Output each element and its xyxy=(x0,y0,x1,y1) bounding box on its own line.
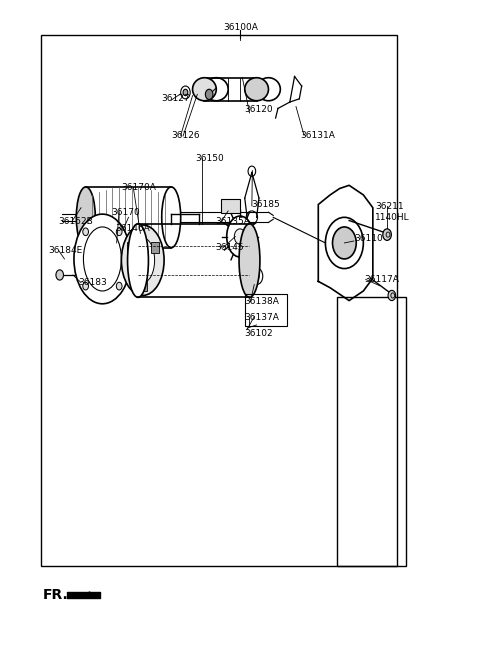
Ellipse shape xyxy=(257,78,280,101)
Text: 36146A: 36146A xyxy=(116,224,150,233)
Ellipse shape xyxy=(227,216,253,257)
Circle shape xyxy=(251,268,263,285)
Bar xyxy=(41,35,396,567)
Ellipse shape xyxy=(162,187,180,248)
Text: FR.: FR. xyxy=(43,589,69,602)
Text: 36170A: 36170A xyxy=(121,183,156,192)
Text: 36145: 36145 xyxy=(215,243,243,252)
Ellipse shape xyxy=(128,224,148,297)
Circle shape xyxy=(333,227,356,259)
Text: 36117A: 36117A xyxy=(364,275,399,284)
Text: 36110: 36110 xyxy=(354,234,383,243)
Circle shape xyxy=(180,86,190,99)
Ellipse shape xyxy=(74,214,131,304)
Circle shape xyxy=(84,205,88,211)
Bar xyxy=(139,281,146,291)
Ellipse shape xyxy=(192,78,216,101)
Text: 36100A: 36100A xyxy=(223,23,258,32)
Ellipse shape xyxy=(239,224,260,297)
Bar xyxy=(221,199,240,213)
Ellipse shape xyxy=(84,227,121,291)
Circle shape xyxy=(80,200,92,215)
Circle shape xyxy=(388,290,396,300)
Ellipse shape xyxy=(76,187,96,248)
Ellipse shape xyxy=(245,78,268,101)
Ellipse shape xyxy=(131,238,155,283)
Text: 36120: 36120 xyxy=(245,105,274,114)
Text: 36183: 36183 xyxy=(79,278,108,287)
Bar xyxy=(151,242,159,253)
Ellipse shape xyxy=(204,78,228,101)
Circle shape xyxy=(205,89,213,99)
Ellipse shape xyxy=(121,225,164,295)
Text: 36184E: 36184E xyxy=(48,246,82,255)
Bar xyxy=(127,242,134,253)
Text: 36131A: 36131A xyxy=(301,131,336,140)
Circle shape xyxy=(325,217,363,269)
Circle shape xyxy=(56,270,63,280)
Circle shape xyxy=(234,229,246,244)
Text: 36135A: 36135A xyxy=(215,217,250,226)
Circle shape xyxy=(183,89,188,96)
Circle shape xyxy=(383,229,391,240)
Text: 36150: 36150 xyxy=(195,154,224,163)
Circle shape xyxy=(83,282,88,290)
Bar xyxy=(337,297,406,567)
Text: 36138A: 36138A xyxy=(245,297,280,306)
Text: 36126: 36126 xyxy=(171,131,200,140)
Circle shape xyxy=(116,228,122,236)
Text: 36137A: 36137A xyxy=(245,313,280,322)
Text: 36152B: 36152B xyxy=(59,217,94,226)
Circle shape xyxy=(116,282,122,290)
Circle shape xyxy=(83,228,88,236)
Bar xyxy=(245,294,288,326)
Text: 36127: 36127 xyxy=(162,94,191,103)
Text: 1140HL: 1140HL xyxy=(375,213,410,222)
Text: 36170: 36170 xyxy=(111,208,140,216)
Text: 36102: 36102 xyxy=(245,329,274,339)
Text: 36211: 36211 xyxy=(375,202,404,211)
Text: 36185: 36185 xyxy=(252,200,280,209)
